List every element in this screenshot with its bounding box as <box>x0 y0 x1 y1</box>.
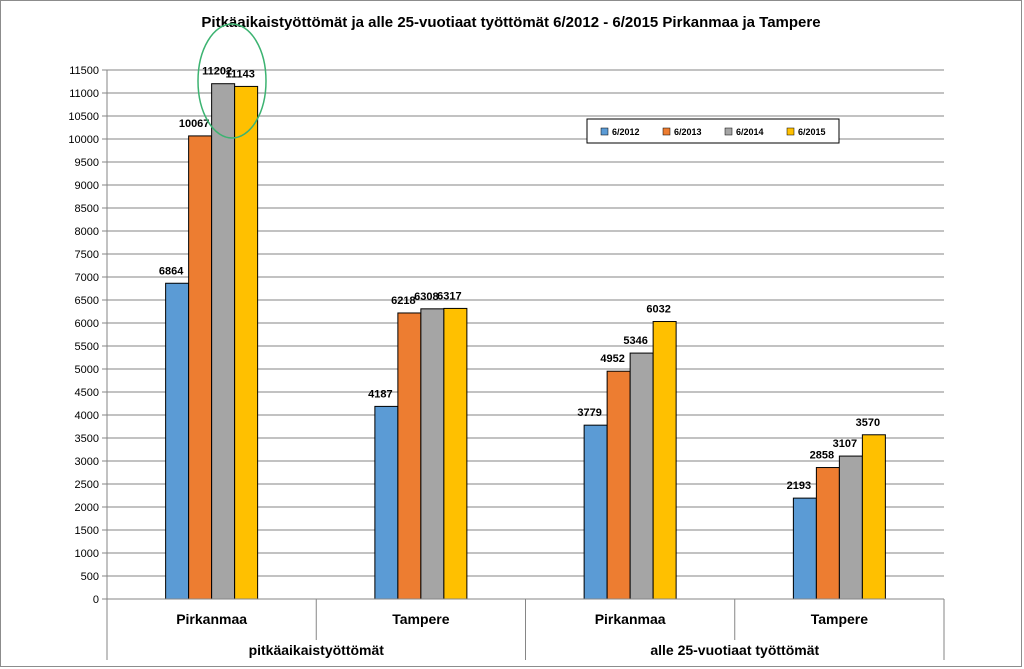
legend-swatch <box>662 127 671 136</box>
legend-swatch <box>600 127 609 136</box>
legend-label: 6/2014 <box>736 127 764 137</box>
data-labels: 6864 4187 3779 2193 10067 6218 4952 2858 11202 63… <box>159 66 880 492</box>
y-tick-label: 5500 <box>75 341 99 353</box>
y-tick-label: 7500 <box>75 249 99 261</box>
highlight-ellipse <box>197 23 267 139</box>
y-tick-label: 6000 <box>75 318 99 330</box>
legend-box <box>586 118 840 144</box>
legend-label: 6/2012 <box>612 127 640 137</box>
data-label: 3570 <box>856 417 880 429</box>
legend-label: 6/2013 <box>674 127 702 137</box>
category-label: Tampere <box>811 611 869 627</box>
y-axis: 0 500 1000 1500 2000 2500 3000 3500 4000 4500 5000… <box>68 65 108 606</box>
y-tick-label: 9500 <box>75 157 99 169</box>
y-tick-label: 10500 <box>68 111 99 123</box>
data-label: 2193 <box>787 480 811 492</box>
bar-6-2013-2 <box>606 370 631 600</box>
data-label: 6864 <box>159 265 184 277</box>
y-tick-label: 2500 <box>75 479 99 491</box>
y-tick-label: 11500 <box>69 65 99 77</box>
bar-6-2015-2 <box>652 321 677 600</box>
bar-6-2014-1 <box>420 308 445 600</box>
y-tick-label: 8500 <box>75 203 99 215</box>
bar-6-2015-0 <box>234 85 259 600</box>
bar-6-2012-2 <box>583 424 608 600</box>
bar-6-2015-1 <box>443 307 468 600</box>
y-tick-label: 3500 <box>75 433 99 445</box>
bar-6-2014-0 <box>211 83 236 600</box>
data-label: 10067 <box>179 118 210 130</box>
bar-6-2013-1 <box>397 312 422 600</box>
data-label: 5346 <box>623 335 647 347</box>
y-tick-label: 4500 <box>75 387 99 399</box>
y-tick-label: 6500 <box>75 295 99 307</box>
bar-6-2014-2 <box>629 352 654 600</box>
data-label: 6032 <box>646 304 670 316</box>
data-label: 4187 <box>368 388 392 400</box>
bar-6-2015-3 <box>861 434 886 600</box>
y-tick-label: 2000 <box>75 502 99 514</box>
bar-6-2013-3 <box>815 467 840 600</box>
data-label: 3779 <box>577 407 601 419</box>
category-label: Pirkanmaa <box>176 611 247 627</box>
bar-6-2012-3 <box>792 497 817 600</box>
bar-6-2012-1 <box>374 405 399 600</box>
y-tick-label: 3000 <box>75 456 99 468</box>
data-label: 2858 <box>810 450 834 462</box>
bar-6-2013-0 <box>188 135 213 600</box>
annotation <box>197 23 267 139</box>
y-tick-label: 11000 <box>69 88 99 100</box>
y-tick-label: 9000 <box>75 180 99 192</box>
bars <box>165 83 886 600</box>
bar-6-2012-0 <box>165 282 190 600</box>
y-tick-label: 1000 <box>75 548 99 560</box>
y-tick-label: 10000 <box>68 134 99 146</box>
y-tick-label: 8000 <box>75 226 99 238</box>
legend-swatch <box>786 127 795 136</box>
legend-label: 6/2015 <box>798 127 826 137</box>
data-label: 11202 <box>202 66 232 78</box>
data-label: 11143 <box>225 68 254 80</box>
x-axis: Pirkanmaa Tampere Pirkanmaa Tampere pitkäaik… <box>106 598 945 660</box>
data-label: 6218 <box>391 295 415 307</box>
y-tick-label: 7000 <box>75 272 99 284</box>
data-label: 6308 <box>414 291 438 303</box>
y-tick-label: 0 <box>93 594 99 606</box>
y-tick-label: 1500 <box>75 525 99 537</box>
y-tick-label: 5000 <box>75 364 99 376</box>
data-label: 6317 <box>437 290 461 302</box>
chart-title: Pitkäaikaistyöttömät ja alle 25-vuotiaat… <box>201 14 821 31</box>
group-label: alle 25-vuotiaat työttömät <box>650 642 819 658</box>
y-tick-label: 500 <box>81 571 99 583</box>
legend: 6/2012 6/2013 6/2014 6/2015 <box>586 118 840 144</box>
category-label: Pirkanmaa <box>595 611 666 627</box>
data-label: 4952 <box>600 353 624 365</box>
category-label: Tampere <box>392 611 450 627</box>
legend-swatch <box>724 127 733 136</box>
y-tick-label: 4000 <box>75 410 99 422</box>
group-label: pitkäaikaistyöttömät <box>249 642 385 658</box>
data-label: 3107 <box>833 438 857 450</box>
bar-6-2014-3 <box>838 455 863 600</box>
